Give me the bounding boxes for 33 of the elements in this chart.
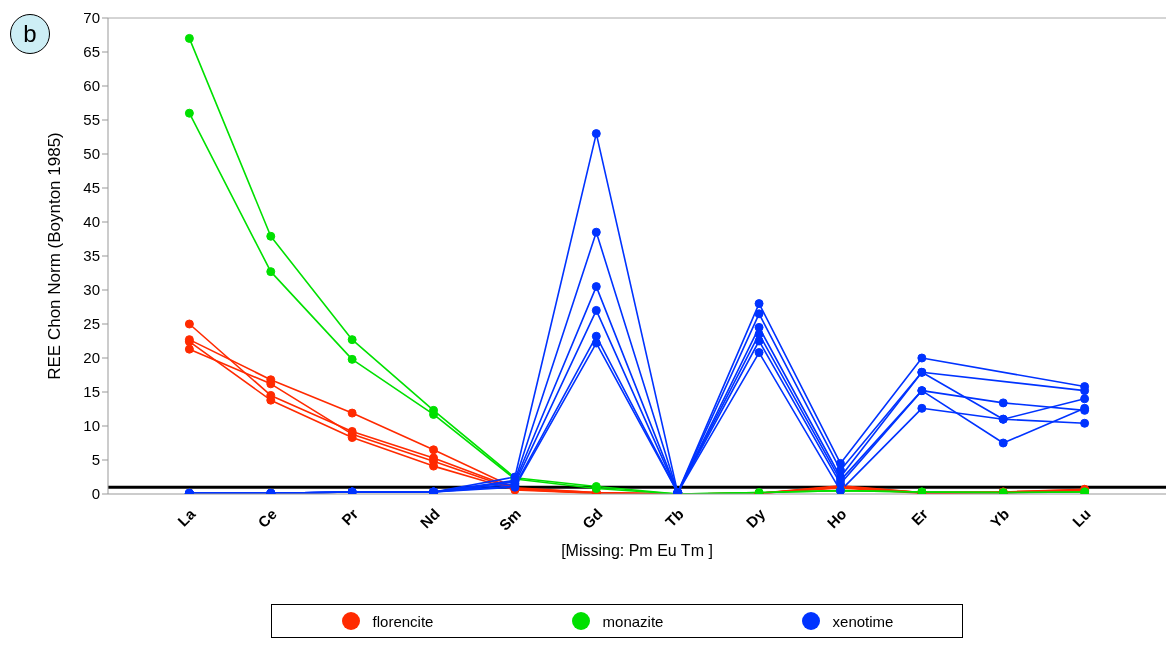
y-tick-label: 30: [83, 281, 100, 299]
x-axis-title: [Missing: Pm Eu Tm ]: [561, 542, 713, 559]
x-tick-label: Ho: [823, 505, 850, 532]
x-tick-label: Tb: [661, 505, 687, 531]
y-tick-label: 70: [83, 9, 100, 27]
legend-label: monazite: [602, 612, 664, 630]
text: b: [10, 14, 50, 54]
x-tick-label: La: [174, 504, 200, 530]
y-tick-label: 10: [83, 417, 100, 435]
y-tick-label: 25: [83, 315, 100, 333]
y-tick-label: 35: [83, 247, 100, 265]
x-tick-label: Ce: [254, 505, 280, 531]
y-tick-label: 65: [83, 43, 100, 61]
legend-label: florencite: [372, 612, 434, 630]
x-tick-label: Pr: [338, 505, 362, 529]
y-tick-label: 45: [83, 179, 100, 197]
y-tick-label: 5: [91, 451, 100, 469]
y-tick-label: 40: [83, 213, 100, 231]
y-tick-label: 60: [83, 77, 100, 95]
legend-label: xenotime: [832, 612, 894, 630]
y-tick-label: 20: [83, 349, 100, 367]
y-tick-label: 55: [83, 111, 100, 129]
x-tick-label: Er: [907, 505, 932, 529]
x-tick-label: Dy: [742, 504, 769, 531]
y-axis-title: REE Chon Norm (Boynton 1985): [45, 132, 65, 380]
x-tick-label: Sm: [495, 505, 525, 534]
x-tick-label: Nd: [416, 505, 443, 532]
y-tick-label: 50: [83, 145, 100, 163]
y-tick-label: 15: [83, 383, 100, 401]
x-tick-label: Yb: [986, 505, 1013, 531]
x-tick-label: Gd: [578, 505, 606, 532]
y-tick-label: 0: [91, 485, 100, 503]
x-tick-label: Lu: [1068, 505, 1094, 531]
